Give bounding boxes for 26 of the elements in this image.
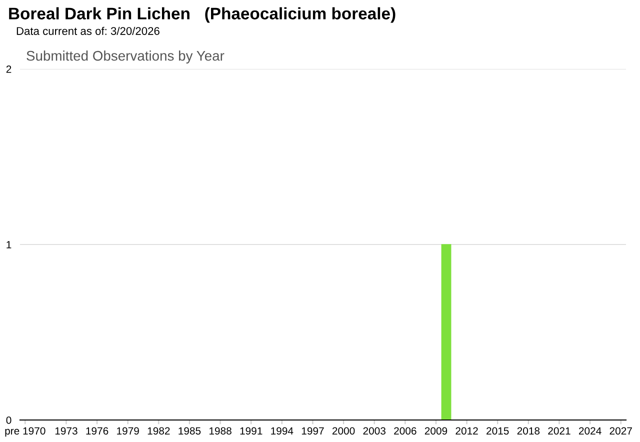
text: Submitted Observations by Year: [26, 50, 224, 64]
x-tick-label: 1973: [55, 427, 78, 435]
x-tick-label: 1979: [117, 427, 139, 435]
y-tick-label: 0: [6, 416, 12, 424]
x-tick-label: 2015: [486, 427, 509, 435]
x-tick-label: 2012: [456, 427, 478, 435]
x-tick-label: 2018: [517, 427, 540, 435]
x-tick-label: 2006: [394, 427, 416, 435]
x-tick-label: 1991: [240, 427, 262, 435]
chart-subtitle: Data current as of: 3/20/2026: [16, 26, 160, 35]
x-tick-label: 1997: [302, 427, 324, 435]
x-tick-label: 2027: [610, 427, 632, 435]
x-tick-label: 2000: [332, 427, 355, 435]
y-tick-label: 1: [6, 241, 12, 248]
chart-title: Boreal Dark Pin Lichen (Phaeocalicium boreale): [9, 7, 396, 23]
x-tick-label: 2003: [363, 427, 386, 435]
x-tick-label: 2024: [578, 427, 602, 435]
x-tick-label: 1988: [209, 427, 232, 435]
x-tick-label: 2021: [548, 427, 570, 435]
y-tick-label: 2: [6, 66, 12, 73]
x-tick-label: 1982: [148, 427, 170, 435]
x-tick-label: 1985: [178, 427, 201, 435]
x-tick-label: 1994: [271, 427, 294, 435]
x-tick-label: 2009: [424, 427, 448, 435]
x-tick-label: pre 1970: [5, 427, 46, 437]
x-tick-label: 1976: [86, 427, 108, 435]
